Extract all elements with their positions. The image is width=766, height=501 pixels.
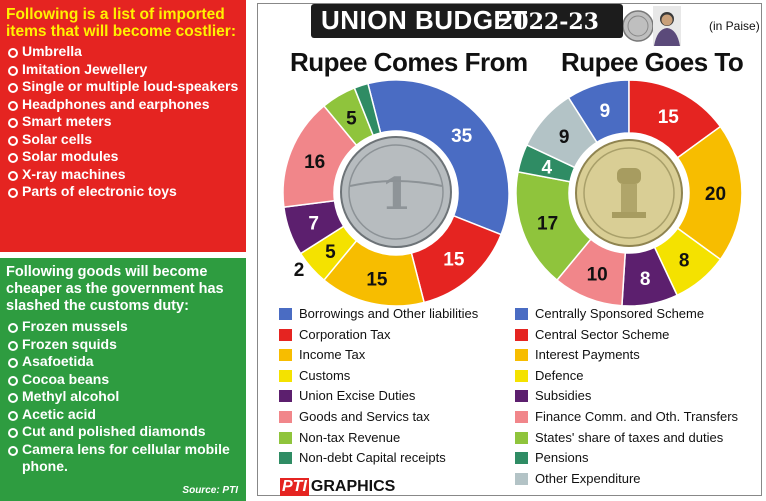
legend-swatch [515, 308, 528, 320]
legend-swatch [279, 369, 292, 382]
unit-label: (in Paise) [709, 19, 760, 33]
legend-item: Other Expenditure [515, 469, 738, 490]
slice-value-label: 8 [640, 269, 651, 290]
cheaper-list: Frozen mussels Frozen squids Asafoetida … [6, 318, 240, 476]
list-item: Single or multiple loud-speakers [6, 78, 240, 96]
costlier-items-panel: Following is a list of imported items th… [0, 0, 246, 252]
slice-value-label: 35 [451, 126, 473, 147]
legend-swatch [515, 349, 528, 362]
legend-item: Central Sector Scheme [515, 325, 738, 346]
slice-value-label: 15 [658, 107, 680, 128]
slice-value-label: 8 [679, 251, 690, 272]
slice-value-label: 20 [705, 184, 726, 205]
list-item: Cut and polished diamonds [6, 423, 240, 441]
pti-graphics-credit: PTI GRAPHICS [280, 478, 395, 496]
legend-item: States' share of taxes and duties [515, 428, 738, 449]
source-credit: Source: PTI [182, 485, 238, 496]
legend-swatch [515, 369, 528, 382]
legend-swatch [515, 472, 528, 485]
pie-slice [676, 125, 743, 261]
legend-goes-to: Centrally Sponsored Scheme Central Secto… [515, 304, 738, 489]
list-item: Solar modules [6, 148, 240, 166]
list-item: Acetic acid [6, 406, 240, 424]
slice-value-label: 5 [346, 109, 357, 130]
legend-comes-from: Borrowings and Other liabilities Corpora… [279, 304, 478, 469]
legend-swatch [279, 452, 292, 465]
legend-item: Finance Comm. and Oth. Transfers [515, 407, 738, 428]
banner-year: 2022-23 [498, 9, 599, 35]
slice-value-label: 9 [600, 101, 611, 122]
legend-swatch [279, 349, 292, 362]
list-item: Solar cells [6, 131, 240, 149]
pti-logo: PTI [280, 478, 309, 496]
svg-text:1: 1 [381, 169, 412, 220]
list-item: Cocoa beans [6, 371, 240, 389]
pie-slice [366, 79, 510, 236]
coin-left-icon: 1 [336, 132, 456, 252]
costlier-heading: Following is a list of imported items th… [6, 6, 236, 40]
legend-item: Defence [515, 366, 738, 387]
legend-swatch [515, 431, 528, 444]
legend-swatch [279, 308, 292, 320]
coin-right-icon [571, 135, 687, 251]
slice-value-label: 17 [537, 213, 558, 234]
title-banner [311, 4, 623, 38]
legend-swatch [279, 410, 292, 423]
list-item: Asafoetida [6, 353, 240, 371]
list-item: Camera lens for cellular mobile phone. [6, 441, 240, 476]
legend-item: Customs [279, 366, 478, 387]
legend-item: Union Excise Duties [279, 386, 478, 407]
cheaper-items-panel: Following goods will become cheaper as t… [0, 258, 246, 501]
legend-item: Non-debt Capital receipts [279, 448, 478, 469]
list-item: Methyl alcohol [6, 388, 240, 406]
minister-portrait-icon [623, 6, 681, 46]
list-item: Parts of electronic toys [6, 183, 240, 201]
legend-swatch [515, 328, 528, 341]
legend-swatch [515, 390, 528, 403]
legend-swatch [279, 328, 292, 341]
slice-value-label: 5 [325, 242, 336, 263]
legend-item: Subsidies [515, 386, 738, 407]
list-item: Frozen squids [6, 336, 240, 354]
legend-swatch [279, 431, 292, 444]
legend-item: Interest Payments [515, 345, 738, 366]
legend-item: Goods and Servics tax [279, 407, 478, 428]
list-item: Imitation Jewellery [6, 61, 240, 79]
slice-value-label: 16 [304, 152, 325, 173]
legend-item: Corporation Tax [279, 325, 478, 346]
cheaper-heading: Following goods will become cheaper as t… [6, 264, 224, 314]
legend-item: Centrally Sponsored Scheme [515, 304, 738, 325]
slice-value-label: 4 [541, 157, 552, 178]
slice-value-label: 9 [559, 127, 570, 148]
legend-swatch [515, 452, 528, 465]
costlier-list: Umbrella Imitation Jewellery Single or m… [6, 43, 240, 201]
slice-value-label: 7 [308, 214, 319, 235]
pie-slice [353, 82, 382, 137]
legend-item: Pensions [515, 448, 738, 469]
legend-item: Income Tax [279, 345, 478, 366]
slice-value-label: 15 [443, 250, 465, 271]
legend-item: Non-tax Revenue [279, 428, 478, 449]
slice-value-label: 10 [587, 264, 608, 285]
chart-title-goes-to: Rupee Goes To [561, 47, 744, 77]
list-item: Frozen mussels [6, 318, 240, 336]
slice-value-label: 2 [294, 260, 305, 281]
legend-item: Borrowings and Other liabilities [279, 304, 478, 325]
budget-frame [257, 3, 762, 496]
list-item: Smart meters [6, 113, 240, 131]
pie-slice [525, 96, 598, 169]
list-item: X-ray machines [6, 166, 240, 184]
legend-swatch [515, 410, 528, 423]
graphics-label: GRAPHICS [310, 478, 396, 495]
legend-swatch [279, 390, 292, 403]
chart-title-comes-from: Rupee Comes From [290, 47, 528, 77]
list-item: Umbrella [6, 43, 240, 61]
list-item: Headphones and earphones [6, 96, 240, 114]
slice-value-label: 15 [366, 269, 388, 290]
banner-title: UNION BUDGET [321, 5, 528, 35]
